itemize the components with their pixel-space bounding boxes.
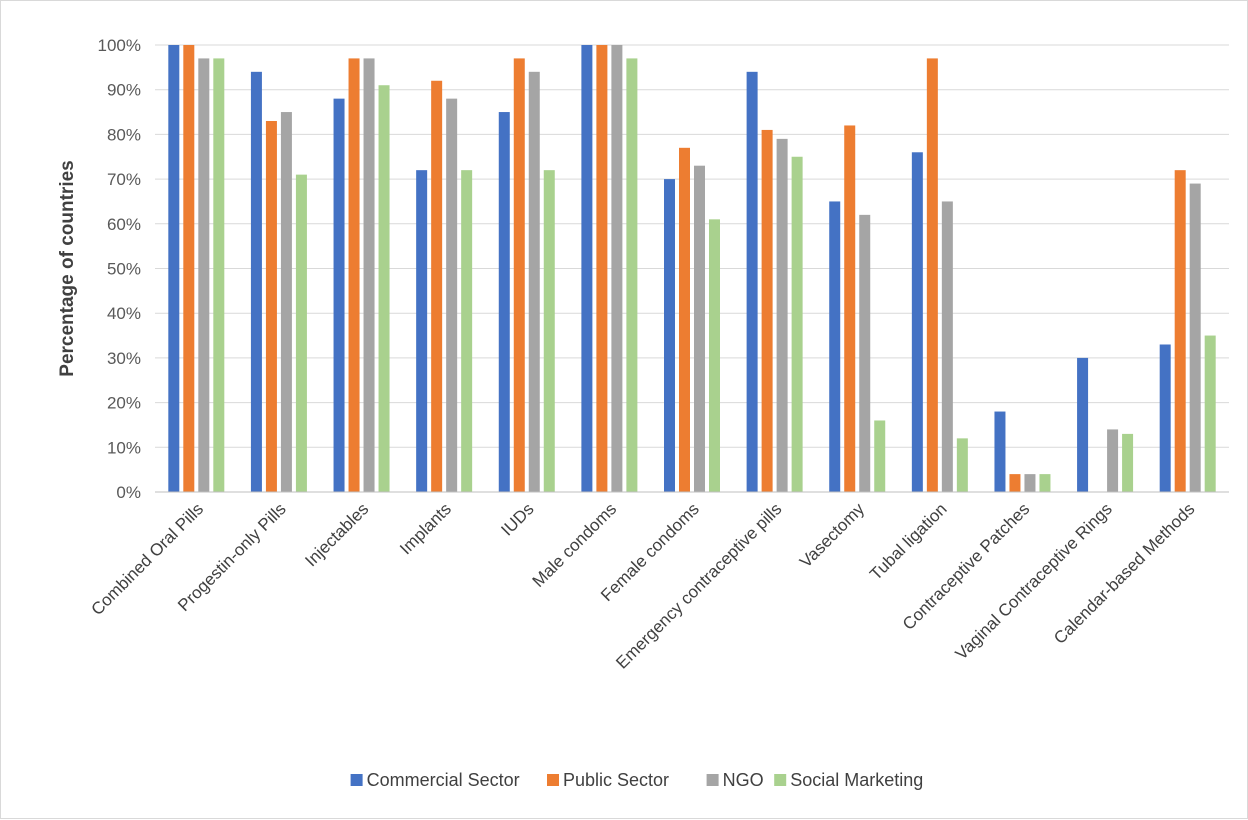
bar xyxy=(183,45,195,492)
bar xyxy=(498,112,510,493)
bar xyxy=(664,179,675,492)
bar xyxy=(746,71,758,492)
bar xyxy=(1159,344,1171,492)
bar xyxy=(829,201,841,492)
bar xyxy=(926,58,938,492)
legend-swatch xyxy=(774,774,787,786)
bar xyxy=(265,120,277,493)
bar xyxy=(911,152,923,492)
legend-swatch xyxy=(706,774,719,786)
bar xyxy=(859,214,871,493)
bar xyxy=(1107,429,1119,492)
y-tick-label: 20% xyxy=(107,394,141,413)
y-tick-label: 80% xyxy=(107,125,141,144)
bar xyxy=(1122,433,1134,492)
bar xyxy=(198,58,210,492)
bar xyxy=(626,58,638,492)
bar xyxy=(280,112,292,493)
y-tick-label: 90% xyxy=(107,81,141,100)
legend-item: Commercial Sector xyxy=(350,770,520,790)
x-category-label: Vasectomy xyxy=(796,499,868,571)
bar xyxy=(446,98,458,492)
gridlines xyxy=(155,44,1229,493)
bar xyxy=(528,71,540,492)
x-category-label: Emergency contraceptive pills xyxy=(612,499,785,672)
bar xyxy=(761,129,773,492)
y-tick-label: 50% xyxy=(107,260,141,279)
bar xyxy=(1039,474,1051,492)
y-tick-label: 70% xyxy=(107,170,141,189)
bar xyxy=(956,438,968,492)
x-category-label: Vaginal Contraceptive Rings xyxy=(952,499,1116,663)
bar xyxy=(250,71,262,492)
legend-label: NGO xyxy=(723,770,764,790)
bar xyxy=(461,170,473,492)
legend-label: Public Sector xyxy=(563,770,669,790)
x-category-label: Tubal ligation xyxy=(866,499,950,583)
x-category-label: Calendar-based Methods xyxy=(1050,499,1198,647)
bar xyxy=(709,219,720,492)
bar xyxy=(776,138,788,492)
legend-swatch xyxy=(350,774,363,786)
bar xyxy=(1189,183,1201,492)
bar xyxy=(994,411,1006,492)
bar xyxy=(378,85,390,492)
bar xyxy=(295,174,307,492)
bar xyxy=(416,170,428,492)
y-tick-label: 100% xyxy=(98,36,141,55)
x-category-label: Injectables xyxy=(301,499,372,570)
y-tick-label: 30% xyxy=(107,349,141,368)
legend-item: Social Marketing xyxy=(774,770,923,790)
bar xyxy=(543,170,555,492)
bar xyxy=(1204,335,1216,492)
bar xyxy=(596,45,608,492)
y-tick-label: 40% xyxy=(107,304,141,323)
bar xyxy=(611,45,623,492)
y-tick-label: 60% xyxy=(107,215,141,234)
bar xyxy=(168,45,180,492)
bar xyxy=(348,58,360,492)
y-axis-label: Percentage of countries xyxy=(57,160,78,376)
bar xyxy=(1174,170,1186,492)
bar xyxy=(694,165,705,492)
bar xyxy=(874,420,886,492)
bar xyxy=(581,45,593,492)
bar xyxy=(941,201,953,492)
bar xyxy=(333,98,345,492)
bar xyxy=(1077,357,1089,492)
y-tick-label: 0% xyxy=(116,483,141,502)
bar xyxy=(844,125,856,493)
x-category-label: Male condoms xyxy=(529,499,621,591)
legend-item: Public Sector xyxy=(547,770,669,790)
bar xyxy=(363,58,375,492)
y-axis-ticks: 0% 10% 20% 30% 40% 50% 60% 70% 80% 90% 100% xyxy=(98,36,141,502)
bar xyxy=(679,147,690,492)
legend-label: Social Marketing xyxy=(790,770,923,790)
legend-label: Commercial Sector xyxy=(367,770,520,790)
legend-swatch xyxy=(547,774,559,786)
y-tick-label: 10% xyxy=(107,438,141,457)
bars xyxy=(168,45,1216,493)
bar xyxy=(1024,474,1036,492)
bar xyxy=(431,80,443,492)
bar xyxy=(213,58,225,492)
bar xyxy=(1009,474,1021,492)
x-category-label: IUDs xyxy=(497,499,537,539)
bar xyxy=(513,58,525,492)
bar xyxy=(791,156,803,492)
legend: Commercial Sector Public Sector NGO Social … xyxy=(350,770,923,790)
x-category-label: Implants xyxy=(396,499,455,558)
legend-item: NGO xyxy=(706,770,764,790)
